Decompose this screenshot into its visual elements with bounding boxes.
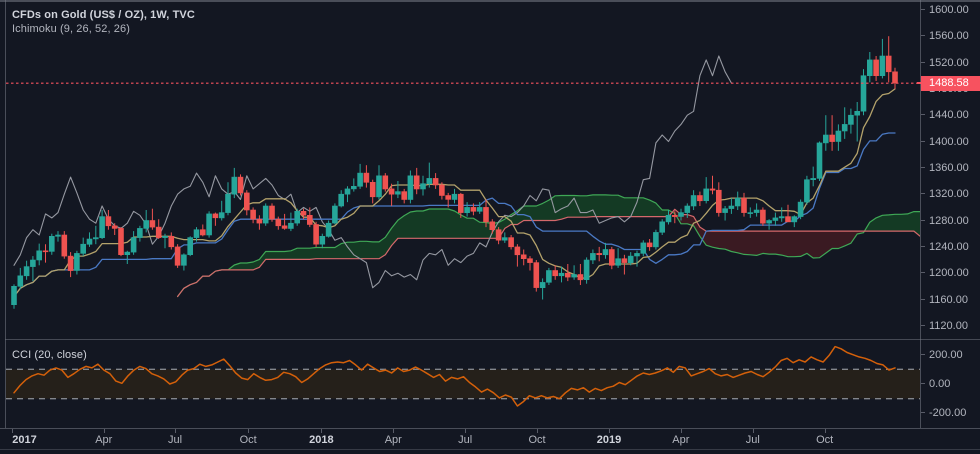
tick-mark xyxy=(921,219,925,221)
tick-mark xyxy=(921,412,925,414)
tick-mark xyxy=(248,429,250,433)
price-axis-label: 1280.00 xyxy=(929,214,969,227)
tick-mark xyxy=(393,429,395,433)
time-axis-label: 2019 xyxy=(596,434,622,446)
price-axis-label: 1360.00 xyxy=(929,161,969,174)
time-axis-label: 2017 xyxy=(12,434,37,446)
tick-mark xyxy=(921,114,925,116)
tick-mark xyxy=(537,429,539,433)
tick-mark xyxy=(921,166,925,168)
price-axis-label: 1600.00 xyxy=(929,3,969,16)
cci-band xyxy=(6,369,920,399)
price-axis-tick: 1200.00 xyxy=(921,266,980,280)
tick-mark xyxy=(921,353,925,355)
tick-mark xyxy=(921,35,925,37)
tick-mark xyxy=(608,429,610,433)
tick-mark xyxy=(921,61,925,63)
frame-top-border xyxy=(0,0,980,2)
price-axis-tick: 1560.00 xyxy=(921,29,980,43)
tick-mark xyxy=(103,429,105,433)
price-axis-label: 1520.00 xyxy=(929,56,969,69)
price-axis-separator xyxy=(920,0,921,428)
time-axis-label: Oct xyxy=(239,434,257,446)
tick-mark xyxy=(921,140,925,142)
current-price-label: 1488.58 xyxy=(929,76,969,89)
price-axis-tick: 1360.00 xyxy=(921,161,980,175)
time-axis-label: Oct xyxy=(816,434,834,446)
time-axis-top-border xyxy=(0,428,980,429)
time-axis-bottom-border xyxy=(0,449,980,450)
price-pane[interactable] xyxy=(6,2,920,339)
current-price-badge[interactable]: 1488.58 xyxy=(917,75,980,91)
tick-mark xyxy=(921,193,925,195)
price-axis-tick: 1280.00 xyxy=(921,214,980,228)
time-axis-label: 2018 xyxy=(309,434,334,446)
cci-axis-label: 200.00 xyxy=(929,348,963,361)
cci-plot xyxy=(6,345,920,407)
tick-mark xyxy=(465,429,467,433)
pane-separator xyxy=(5,339,980,340)
price-axis-tick: 1440.00 xyxy=(921,108,980,122)
time-axis-label: Jul xyxy=(458,434,473,446)
cci-axis-tick: -200.00 xyxy=(921,406,980,420)
cci-axis-tick: 0.00 xyxy=(921,377,980,391)
tick-mark xyxy=(921,383,925,384)
time-axis-label: Jul xyxy=(745,434,760,446)
tick-mark xyxy=(12,429,14,433)
cci-axis-label: 0.00 xyxy=(929,378,951,390)
price-axis-label: 1240.00 xyxy=(929,240,969,253)
price-axis-tick: 1400.00 xyxy=(921,135,980,149)
tick-mark xyxy=(921,324,925,326)
price-plot xyxy=(6,36,920,309)
price-axis-label: 1120.00 xyxy=(929,319,968,332)
tick-mark xyxy=(921,245,925,247)
price-axis-tick: 1600.00 xyxy=(921,3,980,17)
tick-mark xyxy=(921,298,925,300)
price-axis-tick: 1160.00 xyxy=(921,293,980,307)
time-axis-label: Apr xyxy=(672,434,690,446)
time-axis-label: Jul xyxy=(168,434,183,446)
tick-mark xyxy=(921,8,925,10)
price-axis-label: 1160.00 xyxy=(929,293,968,306)
price-axis-label: 1200.00 xyxy=(929,267,969,280)
tick-mark xyxy=(175,429,177,433)
price-badge-nub xyxy=(917,81,922,84)
time-axis-label: Apr xyxy=(95,434,113,446)
time-axis-label: Oct xyxy=(528,434,546,446)
price-axis-label: 1400.00 xyxy=(929,135,969,148)
cci-axis-tick: 200.00 xyxy=(921,348,980,362)
price-axis-tick: 1320.00 xyxy=(921,187,980,201)
tick-mark xyxy=(921,272,925,274)
frame-left-border xyxy=(5,0,6,428)
time-axis[interactable]: 2017 Apr Jul Oct 2018 Apr Jul Oct 2019 Apr Jul Oct xyxy=(0,429,980,449)
tick-mark xyxy=(752,429,754,433)
price-axis-label: 1320.00 xyxy=(929,188,969,201)
tick-mark xyxy=(680,429,682,433)
price-axis[interactable]: 1600.001560.001520.001480.001440.001400.… xyxy=(921,0,980,339)
tick-mark xyxy=(824,429,826,433)
price-axis-tick: 1120.00 xyxy=(921,319,980,333)
price-axis-tick: 1520.00 xyxy=(921,56,980,70)
price-axis-label: 1560.00 xyxy=(929,30,969,43)
time-axis-label: Apr xyxy=(384,434,402,446)
price-axis-tick: 1240.00 xyxy=(921,240,980,254)
cci-axis-label: -200.00 xyxy=(929,407,967,420)
price-axis-label: 1440.00 xyxy=(929,109,969,122)
cci-axis[interactable]: 200.00 0.00 -200.00 xyxy=(921,340,980,428)
tick-mark xyxy=(321,429,323,433)
cci-pane[interactable] xyxy=(6,340,920,428)
